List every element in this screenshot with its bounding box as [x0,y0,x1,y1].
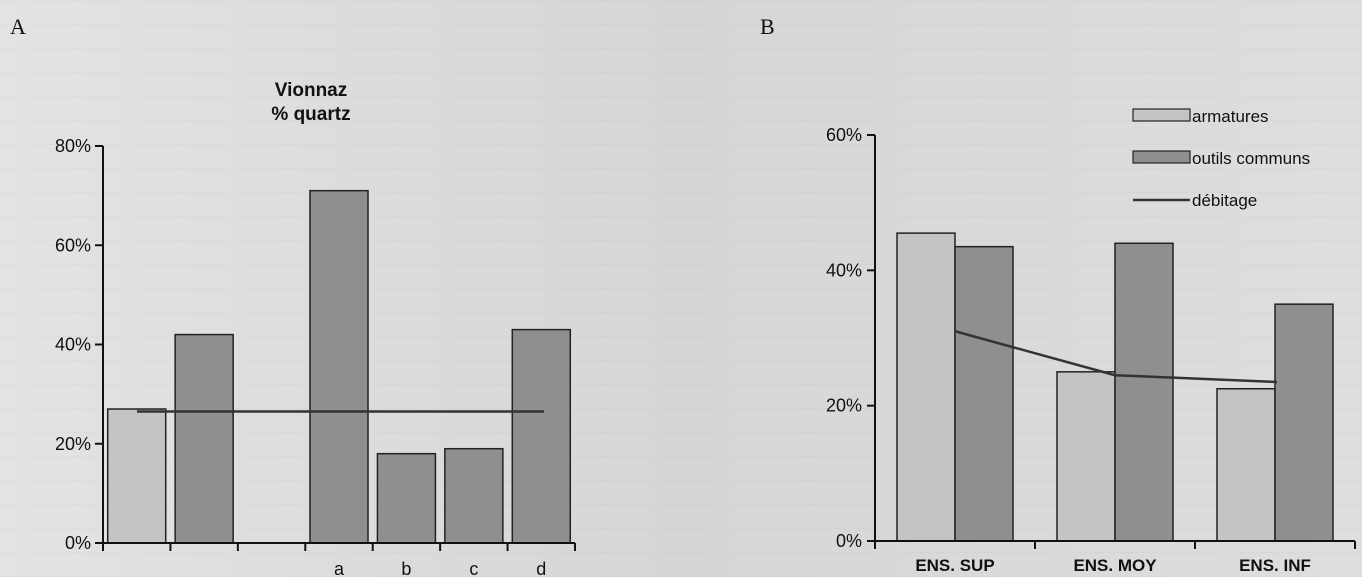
chart-a-y-tick-label: 20% [55,434,91,454]
chart-a-category-label: b [401,559,411,577]
chart-a-bar [309,189,369,544]
chart-a-y-tick-label: 60% [55,235,91,255]
chart-a-category-label: a [334,559,345,577]
chart-a-bar [376,452,437,544]
chart-b-y-tick-label: 0% [836,531,862,551]
chart-a-title-line: Vionnaz [275,80,348,101]
chart-b-bar-armatures [1216,388,1276,542]
chart-b-legend-swatch [1132,150,1191,164]
chart-a-y-tick-label: 80% [55,136,91,156]
chart-a-category-label: c [469,559,478,577]
chart-b-category-label: ENS. INF [1239,556,1311,575]
panel-letter-b: B [760,14,775,39]
chart-b-y-tick-label: 40% [826,260,862,280]
panel-letter-a: A [10,14,26,39]
chart-b-legend-label: outils communs [1192,149,1310,168]
chart-b-category-label: ENS. MOY [1073,556,1157,575]
chart-a-bar [174,333,234,544]
chart-a-bar [444,447,504,544]
chart-b-y-tick-label: 20% [826,396,862,416]
chart-b-bar-outils-communs [1114,242,1174,542]
chart-a-y-tick-label: 0% [65,533,91,553]
chart-b-bar-outils-communs [954,245,1014,542]
chart-a-y-tick-label: 40% [55,335,91,355]
chart-b-bar-outils-communs [1274,303,1334,542]
chart-b-category-label: ENS. SUP [915,556,994,575]
chart-b-legend-label: débitage [1192,191,1257,210]
chart-a-title-line: % quartz [271,104,350,125]
chart-b-line-debitage [954,330,1278,384]
chart-b-legend-label: armatures [1192,107,1269,126]
chart-a-bar [511,328,572,544]
chart-b-y-tick-label: 60% [826,125,862,145]
chart-b-legend-swatch [1132,108,1191,122]
chart-a-category-label: d [536,559,546,577]
chart-b-bar-armatures [896,232,956,542]
chart-a-vionnaz-quartz: Vionnaz % quartz 0% 20% 40% 60% 80% a b c d [55,80,576,577]
chart-b-bar-armatures [1056,371,1116,542]
